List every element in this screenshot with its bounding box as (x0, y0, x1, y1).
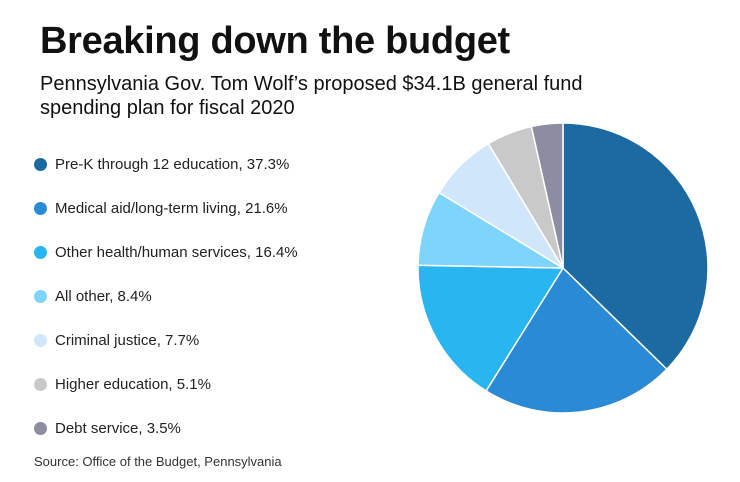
legend-swatch-criminal-justice (34, 333, 47, 347)
legend-swatch-other-health (34, 245, 47, 259)
legend-label-higher-education: Higher education, 5.1% (55, 375, 211, 393)
legend-label-all-other: All other, 8.4% (55, 287, 152, 305)
legend-label-medical-aid: Medical aid/long-term living, 21.6% (55, 199, 288, 217)
pie-slice-higher-education (487, 125, 564, 269)
legend-item-criminal-justice: Criminal justice, 7.7% (34, 318, 298, 362)
chart-subtitle: Pennsylvania Gov. Tom Wolf’s proposed $3… (40, 73, 583, 119)
legend-swatch-all-other (34, 289, 47, 303)
legend: Pre-K through 12 education, 37.3% Medica… (34, 142, 298, 450)
legend-item-pre-k-12: Pre-K through 12 education, 37.3% (34, 142, 298, 186)
pie-slice-criminal-justice (438, 142, 564, 269)
legend-label-criminal-justice: Criminal justice, 7.7% (55, 331, 200, 349)
legend-item-medical-aid: Medical aid/long-term living, 21.6% (34, 186, 298, 230)
pie-slice-pre-k-through-12-education (562, 122, 709, 370)
source-note: Source: Office of the Budget, Pennsylvan… (34, 454, 282, 469)
legend-swatch-medical-aid (34, 201, 47, 215)
pie-slice-debt-service (530, 122, 564, 269)
legend-item-higher-education: Higher education, 5.1% (34, 362, 298, 406)
legend-item-other-health: Other health/human services, 16.4% (34, 230, 298, 274)
legend-swatch-higher-education (34, 377, 47, 391)
legend-swatch-debt-service (34, 421, 47, 435)
pie-slice-all-other (417, 191, 564, 269)
pie-slice-medical-aid-long-term-living (485, 267, 668, 414)
legend-label-other-health: Other health/human services, 16.4% (55, 243, 298, 261)
legend-label-pre-k-12: Pre-K through 12 education, 37.3% (55, 155, 290, 173)
legend-item-debt-service: Debt service, 3.5% (34, 406, 298, 450)
pie-slice-other-health-human-services (417, 264, 564, 392)
chart-title: Breaking down the budget (40, 20, 510, 62)
legend-label-debt-service: Debt service, 3.5% (55, 419, 181, 437)
legend-swatch-pre-k-12 (34, 157, 47, 171)
legend-item-all-other: All other, 8.4% (34, 274, 298, 318)
